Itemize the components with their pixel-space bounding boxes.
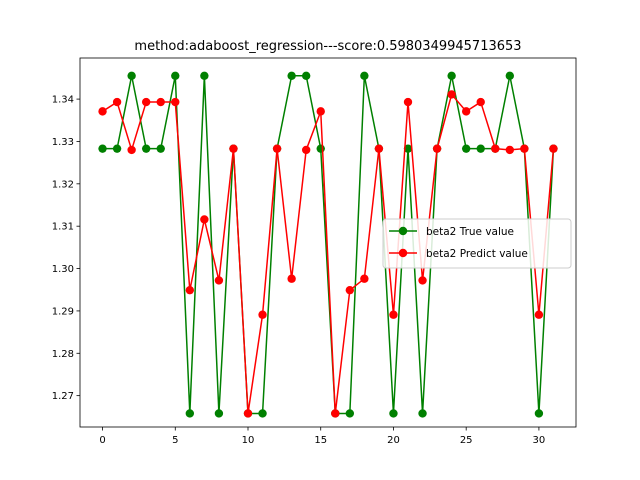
data-point [200, 215, 209, 224]
data-point [141, 144, 151, 153]
data-point [301, 71, 311, 80]
legend-label: beta2 Predict value [426, 248, 528, 260]
x-tick-label: 5 [172, 435, 178, 446]
x-axis: 0 5 10 15 20 25 30 [99, 427, 545, 446]
series-predict-value [98, 90, 558, 418]
data-point [272, 144, 282, 153]
data-point [141, 97, 151, 107]
data-point [185, 285, 195, 295]
data-point [461, 107, 471, 116]
legend-box [382, 218, 572, 269]
data-point [505, 71, 515, 80]
chart-title: method:adaboost_regression---score:0.598… [134, 39, 521, 54]
data-point [534, 409, 544, 418]
data-point [200, 71, 209, 80]
data-point [360, 274, 369, 283]
legend: beta2 True value beta2 Predict value [382, 218, 572, 269]
data-point [389, 409, 398, 418]
data-point [171, 97, 180, 107]
data-point [287, 71, 296, 80]
data-point [520, 144, 529, 153]
data-point [418, 409, 427, 418]
data-point [156, 144, 165, 153]
data-point [534, 310, 544, 319]
data-point [389, 310, 398, 319]
data-point [316, 144, 325, 153]
data-point [360, 71, 369, 80]
data-point [171, 71, 180, 80]
x-tick-label: 15 [314, 435, 327, 446]
data-point [491, 144, 500, 153]
data-point [432, 144, 442, 153]
data-point [214, 409, 224, 418]
data-point [301, 145, 311, 155]
data-point [403, 97, 413, 107]
data-point [112, 97, 122, 107]
y-tick-label: 1.33 [52, 137, 74, 148]
x-tick-label: 0 [99, 435, 105, 446]
data-point [258, 409, 267, 418]
data-point [461, 144, 471, 153]
data-point [345, 285, 355, 295]
x-tick-label: 20 [387, 435, 400, 446]
legend-entry: beta2 True value [389, 226, 514, 238]
y-axis: 1.27 1.28 1.29 1.30 1.31 1.32 1.33 1.34 [52, 95, 80, 402]
data-point [403, 144, 413, 153]
data-point [229, 144, 238, 153]
legend-entry: beta2 Predict value [389, 248, 528, 260]
x-tick-label: 30 [533, 435, 546, 446]
data-point [549, 144, 558, 153]
y-tick-label: 1.27 [52, 391, 74, 402]
data-point [505, 145, 515, 155]
data-point [418, 276, 427, 285]
data-point [316, 107, 325, 116]
data-point [156, 97, 165, 107]
data-point [258, 310, 267, 319]
x-tick-label: 10 [242, 435, 255, 446]
data-point [447, 90, 456, 99]
data-point [476, 97, 485, 107]
data-point [112, 144, 122, 153]
data-point [98, 144, 107, 153]
y-tick-label: 1.32 [52, 179, 74, 190]
data-point [476, 144, 485, 153]
data-point [331, 409, 340, 418]
y-tick-label: 1.28 [52, 349, 74, 360]
data-point [127, 145, 136, 155]
y-tick-label: 1.29 [52, 306, 74, 317]
data-point [243, 409, 253, 418]
series-layer [98, 71, 558, 418]
y-tick-label: 1.31 [52, 222, 74, 233]
x-tick-label: 25 [460, 435, 473, 446]
legend-marker [398, 226, 408, 236]
legend-label: beta2 True value [426, 226, 514, 238]
data-point [345, 409, 355, 418]
y-tick-label: 1.34 [52, 95, 74, 106]
data-point [287, 274, 296, 283]
data-point [374, 144, 384, 153]
y-tick-label: 1.30 [52, 264, 74, 275]
data-point [447, 71, 456, 80]
data-point [185, 409, 195, 418]
data-point [214, 276, 224, 285]
legend-marker [398, 248, 408, 258]
data-point [98, 107, 107, 116]
data-point [127, 71, 136, 80]
